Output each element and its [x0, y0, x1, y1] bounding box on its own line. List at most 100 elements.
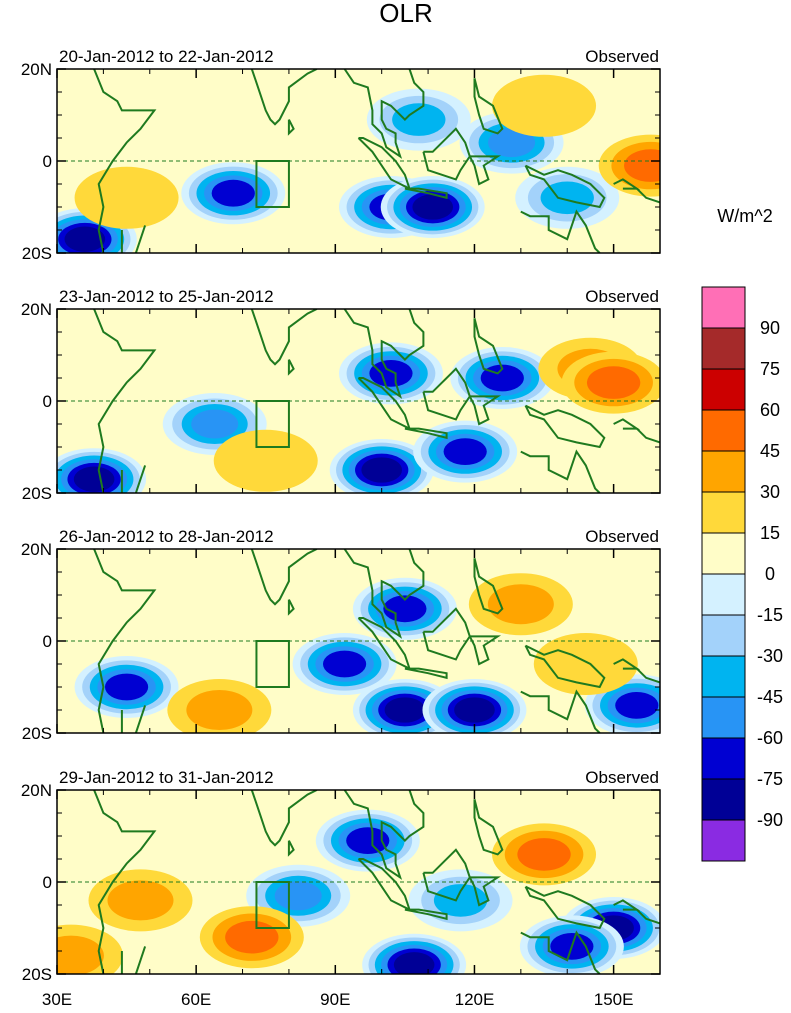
anomaly-blob	[329, 439, 434, 493]
coastline	[134, 225, 147, 253]
coastline	[93, 790, 157, 974]
anomaly-contour	[586, 366, 641, 399]
coastline	[287, 119, 295, 136]
anomaly-blob	[74, 166, 179, 229]
coastline	[357, 137, 412, 191]
panel-plot-area	[57, 790, 660, 974]
colorbar-label: 75	[760, 359, 780, 379]
colorbar-label: -30	[757, 646, 783, 666]
coastline	[287, 840, 295, 857]
coastline	[520, 209, 601, 253]
coastline	[134, 465, 147, 493]
coastline	[520, 689, 601, 733]
anomaly-blob	[362, 933, 467, 974]
colorbar-swatch	[701, 655, 746, 698]
coastline	[613, 899, 641, 911]
coastline	[524, 885, 606, 930]
anomaly-contour	[533, 633, 638, 695]
colorbar-swatch	[701, 409, 746, 452]
colorbar-label: -15	[757, 605, 783, 625]
anomaly-contour	[454, 697, 495, 723]
y-tick-label: 20S	[22, 965, 52, 984]
coastline	[93, 309, 157, 493]
anomaly-contour	[383, 595, 427, 623]
chart-title: OLR	[379, 0, 432, 28]
colorbar-label: 90	[760, 318, 780, 338]
anomaly-contour	[624, 149, 660, 182]
colorbar-label: -45	[757, 687, 783, 707]
colorbar-label: 15	[760, 523, 780, 543]
coastline	[404, 187, 448, 200]
anomaly-blob	[57, 448, 147, 493]
y-tick-label: 0	[43, 392, 52, 411]
anomaly-contour	[384, 697, 426, 723]
coastline	[404, 667, 448, 680]
anomaly-contour	[274, 881, 322, 911]
anomaly-contour	[443, 438, 487, 465]
panel-period: 29-Jan-2012 to 31-Jan-2012	[59, 768, 274, 787]
box-region	[255, 400, 290, 448]
box-region	[255, 160, 290, 208]
panel-period: 26-Jan-2012 to 28-Jan-2012	[59, 527, 274, 546]
coastline	[636, 427, 660, 444]
colorbar-swatch	[701, 532, 746, 575]
coastline	[524, 644, 606, 689]
anomaly-contour	[392, 103, 446, 136]
coastline	[473, 77, 504, 135]
coastline	[224, 309, 318, 366]
coastline	[357, 858, 412, 912]
anomaly-contour	[487, 584, 554, 625]
coastline	[224, 549, 318, 606]
x-tick-label: 90E	[320, 990, 350, 1009]
anomaly-blob	[598, 134, 660, 197]
colorbar-swatch	[701, 737, 746, 780]
anomaly-blob	[450, 347, 555, 409]
coastline	[473, 798, 504, 856]
coastline	[343, 69, 425, 159]
coastline	[287, 359, 295, 376]
anomaly-contour	[186, 690, 253, 730]
y-tick-label: 20N	[21, 781, 52, 800]
anomaly-contour	[322, 650, 367, 678]
anomaly-blob	[88, 869, 193, 932]
colorbar-swatch	[701, 778, 746, 821]
y-tick-label: 0	[43, 632, 52, 651]
colorbar-swatch	[701, 368, 746, 411]
anomaly-blob	[213, 429, 318, 492]
anomaly-blob	[515, 166, 620, 229]
anomaly-contour	[74, 166, 179, 229]
coastline	[404, 908, 448, 921]
coastline	[613, 418, 641, 430]
colorbar-swatch	[701, 573, 746, 616]
x-axis: 30E 60E 90E 120E 150E	[42, 990, 634, 1009]
anomaly-contour	[488, 128, 536, 158]
coastline	[404, 427, 448, 440]
colorbar: 90 75 60 45 30 15 0 -15 -30 -45 -60 -75 -90	[701, 286, 783, 862]
panel-plot-area	[57, 69, 660, 253]
anomaly-blob	[292, 633, 397, 695]
anomaly-blob	[533, 633, 638, 695]
coastline	[524, 404, 606, 449]
anomaly-blob	[57, 924, 123, 974]
panel-4: 20N 0 20S 29-Jan-2012 to 31-Jan-2012 Observe…	[21, 768, 661, 984]
panel-label: Observed	[585, 47, 659, 66]
anomaly-contour	[346, 827, 390, 854]
panel-label: Observed	[585, 287, 659, 306]
panels: 20N 0 20S 20-Jan-2012 to 22-Jan-2012 Observe…	[21, 47, 661, 984]
y-tick-label: 0	[43, 873, 52, 892]
y-tick-label: 20S	[22, 724, 52, 743]
y-tick-label: 20N	[21, 60, 52, 79]
anomaly-blob	[352, 577, 457, 640]
anomaly-contour	[64, 226, 106, 252]
colorbar-swatch	[701, 327, 746, 370]
anomaly-blob	[199, 906, 304, 969]
coastline	[473, 557, 504, 615]
coastline	[343, 309, 425, 399]
colorbar-label: 60	[760, 400, 780, 420]
coastline	[520, 449, 601, 493]
coastline	[287, 599, 295, 616]
y-tick-label: 20N	[21, 300, 52, 319]
anomaly-contour	[361, 457, 403, 483]
coastline	[613, 658, 641, 670]
